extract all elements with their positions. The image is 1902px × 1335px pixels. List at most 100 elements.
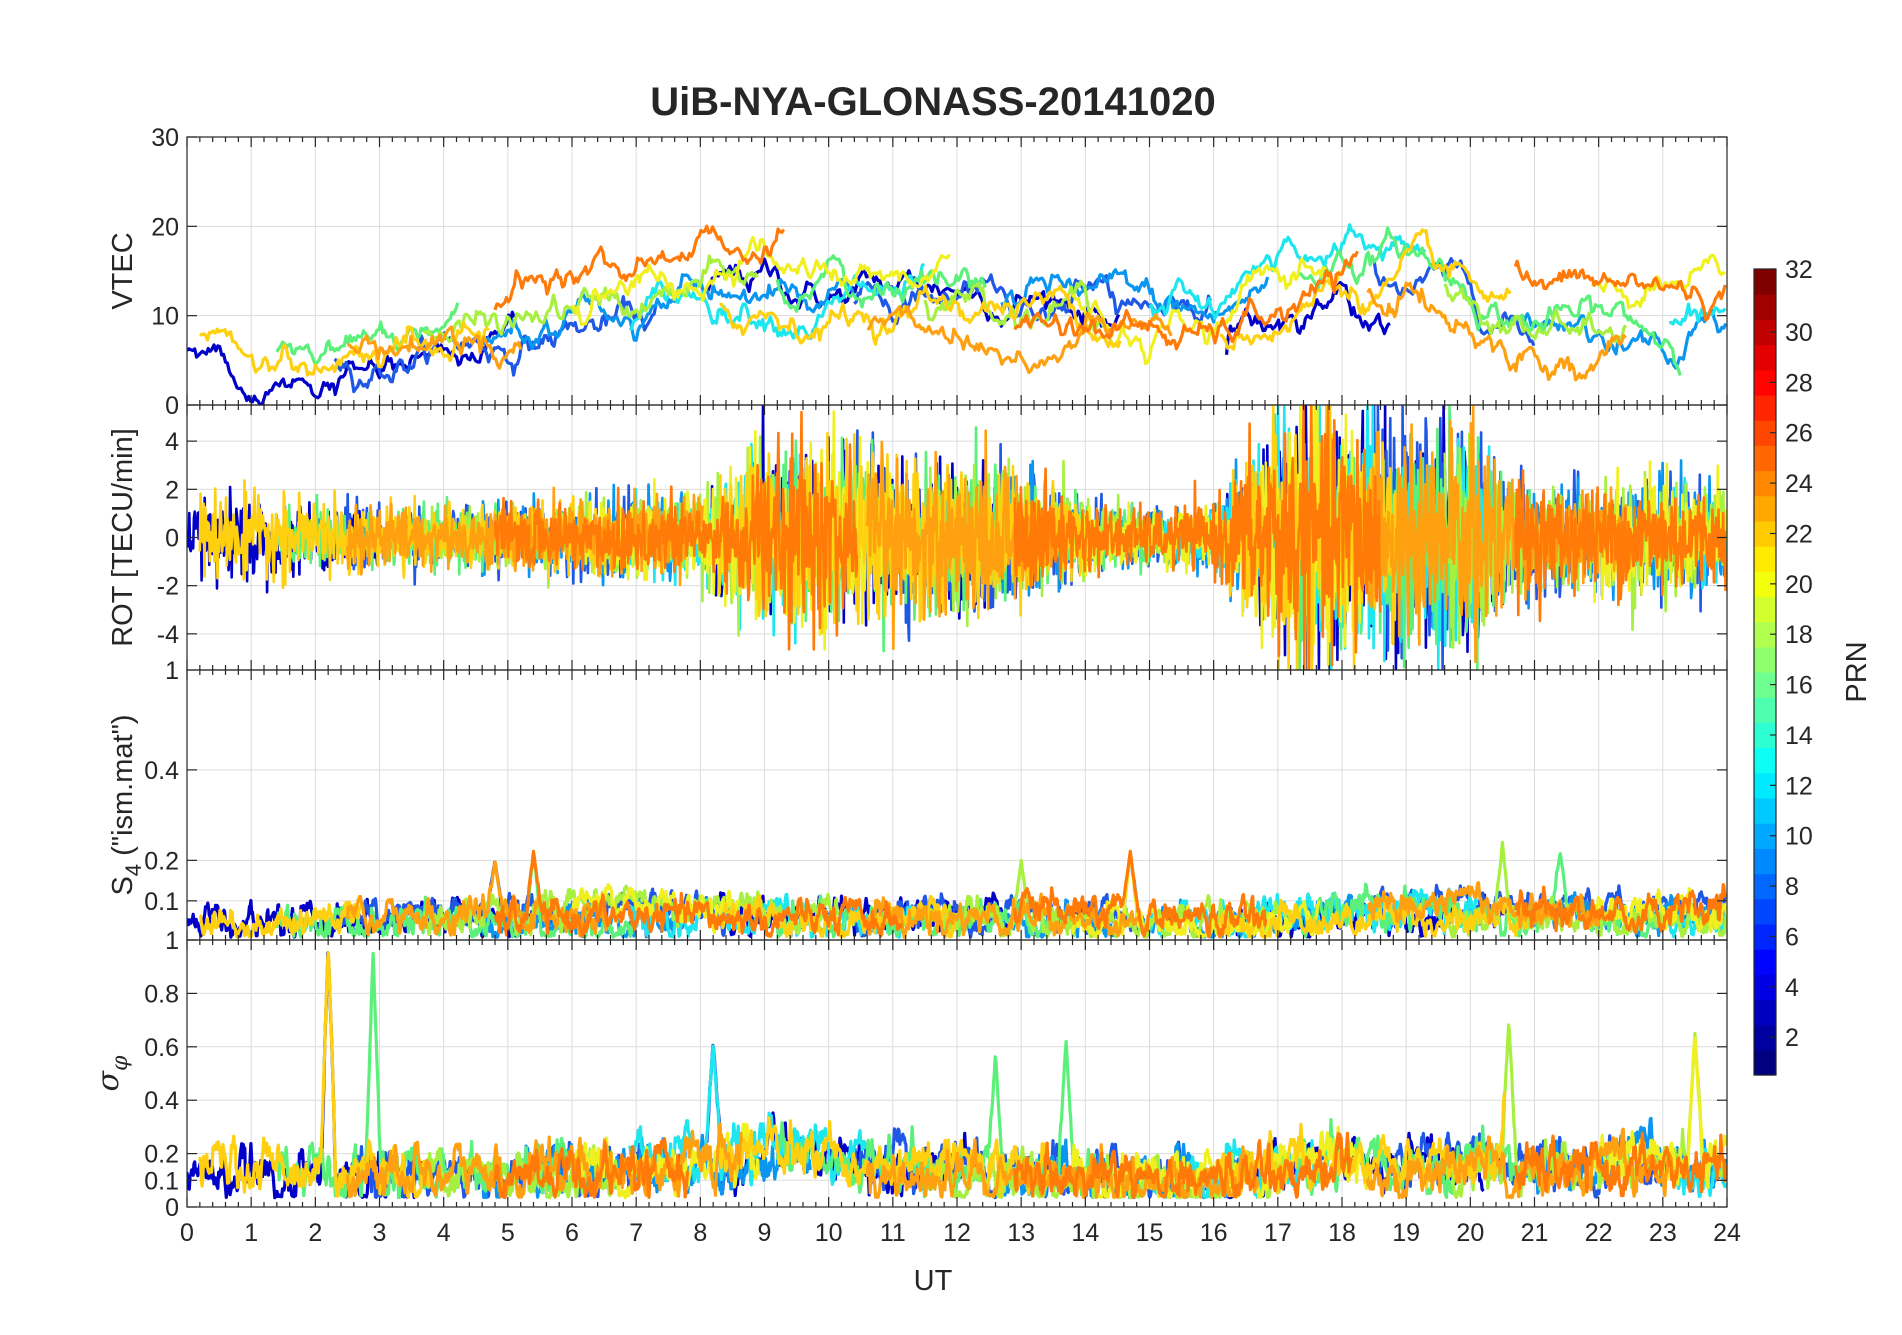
colorbar-swatch (1754, 949, 1776, 975)
series-line-prn-12 (1668, 302, 1727, 327)
y-tick-label: 20 (151, 213, 179, 241)
colorbar-tick-label: 6 (1785, 923, 1799, 951)
panel-rot: -4 -2 0 2 4 ROT [TECU/min] (107, 404, 1728, 671)
x-tick-label: 11 (880, 1219, 906, 1247)
y-axis-label-rot: ROT [TECU/min] (107, 428, 139, 647)
series-line-prn-23 (1366, 281, 1627, 382)
ticks-vtec: 0 10 20 30 (151, 124, 1728, 420)
colorbar-tick-label: 32 (1785, 256, 1813, 284)
series-line-prn-23 (1366, 1127, 1677, 1200)
y-tick-label: 0 (165, 525, 179, 553)
series-line-prn-9 (1000, 268, 1270, 324)
y-tick-label: 0.4 (144, 757, 179, 785)
ticks-s4: 0.1 0.2 0.4 1 (144, 657, 1728, 940)
series-line-prn-17 (422, 884, 840, 938)
colorbar-tick-label: 24 (1785, 470, 1813, 498)
colorbar-swatch (1754, 772, 1776, 799)
x-tick-label: 17 (1264, 1219, 1292, 1247)
colorbar-swatch (1754, 697, 1776, 723)
x-tick-label: 16 (1200, 1219, 1228, 1247)
colorbar-swatch (1754, 797, 1776, 824)
colorbar-swatch (1754, 1049, 1776, 1076)
x-tick-label: 18 (1328, 1219, 1356, 1247)
colorbar-swatch (1754, 974, 1776, 1001)
colorbar-tick-label: 4 (1785, 974, 1799, 1002)
colorbar-swatch (1754, 747, 1776, 774)
series-line-prn-21 (198, 900, 364, 939)
x-tick-label: 10 (815, 1219, 843, 1247)
x-tick-label: 4 (437, 1219, 451, 1247)
colorbar-tick-label: 18 (1785, 621, 1813, 649)
series-line-prn-23 (1366, 405, 1627, 664)
colorbar-swatch (1754, 344, 1776, 371)
series-line-prn-23 (345, 1122, 744, 1199)
colorbar-swatch (1754, 319, 1776, 346)
x-axis-label: UT (914, 1265, 953, 1297)
y-tick-label: 4 (165, 428, 179, 456)
colorbar-swatch (1754, 369, 1776, 396)
grid-vtec (186, 136, 1728, 406)
series-line-prn-21 (719, 284, 1122, 349)
series-line-prn-21 (199, 320, 490, 377)
x-tick-label: 0 (180, 1219, 194, 1247)
y-tick-label: 2 (165, 476, 179, 504)
x-tick-label: 23 (1649, 1219, 1677, 1247)
colorbar-swatch (1754, 621, 1776, 648)
y-axis-label-s4: S4 ("ism.mat") (107, 714, 146, 895)
colorbar-swatch (1754, 646, 1776, 673)
colorbar-frame (1753, 268, 1777, 1076)
panel-vtec: 0 10 20 30 VTEC (107, 124, 1728, 420)
colorbar-swatch (1754, 420, 1776, 446)
series-line-prn-23 (1366, 881, 1601, 929)
series-s4 (187, 840, 1727, 939)
colorbar-swatch (1754, 394, 1776, 421)
y-tick-label: 1 (165, 927, 179, 955)
colorbar-swatch (1754, 495, 1776, 522)
colorbar-tick-label: 22 (1785, 520, 1813, 548)
series-line-prn-24 (1513, 259, 1727, 322)
y-tick-label: 0.8 (144, 980, 179, 1008)
y-tick-label: 0.1 (144, 888, 179, 916)
colorbar-tick-label: 20 (1785, 571, 1813, 599)
x-tick-label: 12 (943, 1219, 971, 1247)
y-tick-label: 10 (151, 303, 179, 331)
series-line-prn-24 (493, 1136, 690, 1200)
panel-s4: 0.1 0.2 0.4 1 S4 ("ism.mat") (107, 657, 1728, 941)
x-tick-label: 5 (501, 1219, 515, 1247)
colorbar-tick-label: 28 (1785, 369, 1813, 397)
colorbar-swatch (1754, 848, 1776, 875)
x-tick-label: 8 (693, 1219, 707, 1247)
x-tick-label: 1 (244, 1219, 258, 1247)
x-tick-label: 14 (1071, 1219, 1099, 1247)
x-tick-label: 19 (1392, 1219, 1420, 1247)
series-line-prn-24 (493, 224, 786, 311)
y-tick-label: 0.4 (144, 1087, 179, 1115)
series-line-prn-21 (198, 951, 434, 1199)
x-tick-label: 22 (1585, 1219, 1613, 1247)
series-line-prn-24 (1513, 882, 1727, 934)
colorbar-swatch (1754, 722, 1776, 749)
colorbar-swatch (1754, 546, 1776, 572)
colorbar-swatch (1754, 1024, 1776, 1051)
colorbar-swatch (1754, 596, 1776, 623)
y-tick-label: 1 (165, 657, 179, 685)
series-line-prn-19 (1071, 257, 1342, 366)
colorbar-swatch (1754, 269, 1776, 295)
series-line-prn-24 (1513, 1131, 1727, 1198)
chart-title: UiB-NYA-GLONASS-20141020 (650, 80, 1215, 124)
series-line-prn-24 (1013, 1131, 1353, 1200)
series-line-prn-24 (493, 849, 904, 938)
colorbar-label: PRN (1841, 641, 1873, 702)
series-line-prn-23 (347, 325, 523, 370)
x-tick-label: 7 (629, 1219, 643, 1247)
series-line-prn-9 (1520, 308, 1727, 370)
series-line-prn-2 (187, 951, 416, 1200)
colorbar-swatch (1754, 571, 1776, 598)
series-line-prn-17 (1443, 283, 1628, 344)
colorbar-swatch (1754, 873, 1776, 900)
colorbar-tick-label: 16 (1785, 672, 1813, 700)
colorbar-tick-label: 2 (1785, 1024, 1799, 1052)
